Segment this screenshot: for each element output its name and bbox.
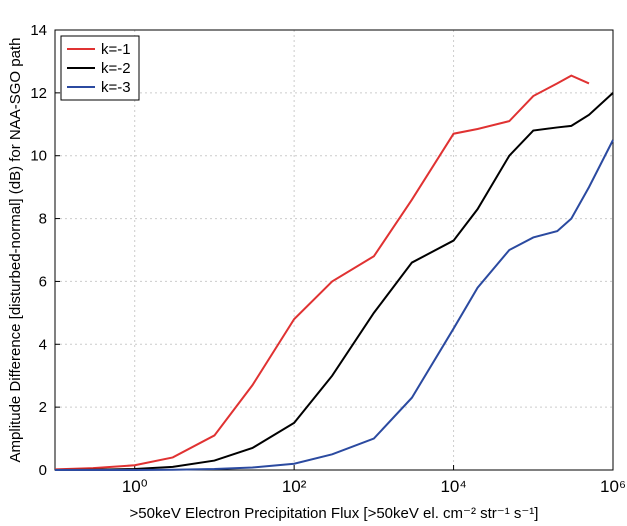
y-tick-label: 8 — [39, 211, 47, 228]
series-line — [54, 74, 590, 471]
y-axis-label: Amplitude Difference [disturbed-normal] … — [7, 38, 24, 463]
x-tick-label: 10⁴ — [440, 477, 466, 496]
series-line — [55, 139, 614, 471]
x-tick-label: 10⁶ — [600, 477, 626, 496]
x-tick-label: 10⁰ — [122, 477, 148, 496]
y-tick-label: 14 — [30, 22, 47, 39]
x-axis-label: >50keV Electron Precipitation Flux [>50k… — [130, 505, 539, 522]
legend-label: k=-3 — [101, 79, 131, 96]
x-tick-label: 10² — [282, 477, 307, 496]
legend-label: k=-2 — [101, 60, 131, 77]
y-tick-label: 2 — [39, 399, 47, 416]
y-tick-label: 4 — [39, 336, 47, 353]
legend-label: k=-1 — [101, 41, 131, 58]
y-tick-label: 12 — [30, 85, 47, 102]
y-tick-label: 6 — [39, 273, 47, 290]
y-tick-label: 0 — [39, 462, 47, 479]
series-line — [54, 92, 614, 471]
plot-area — [55, 30, 613, 470]
plot-frame — [54, 29, 614, 471]
y-tick-label: 10 — [30, 148, 47, 165]
